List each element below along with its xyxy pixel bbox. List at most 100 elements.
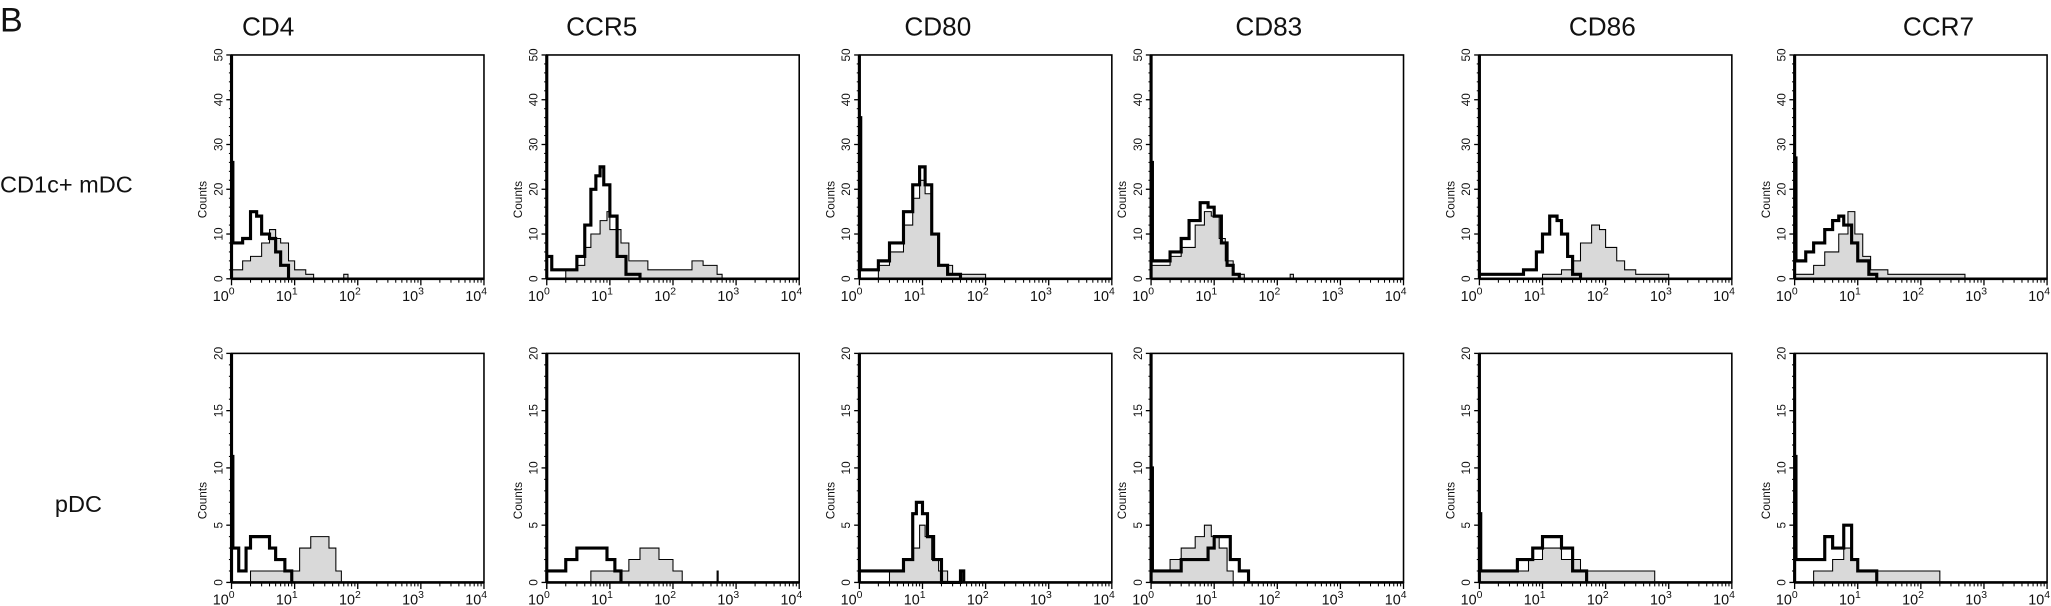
gray-filled-histogram	[546, 211, 723, 280]
x-tick-label: 100	[1132, 590, 1154, 606]
x-tick-label: 102	[654, 590, 676, 606]
x-tick-exponent: 2	[983, 590, 989, 601]
y-axis-label: Counts	[825, 482, 838, 519]
x-tick-base: 10	[654, 289, 670, 305]
x-tick-exponent: 1	[607, 590, 613, 601]
x-tick-base: 10	[465, 289, 481, 305]
x-tick-label: 104	[1713, 286, 1735, 305]
x-tick-label: 103	[1650, 590, 1672, 606]
x-tick-base: 10	[1322, 289, 1338, 305]
x-tick-base: 10	[841, 593, 857, 606]
y-tick-label: 30	[840, 137, 853, 151]
x-tick-base: 10	[1322, 593, 1338, 606]
x-tick-label: 104	[1093, 590, 1115, 606]
y-tick-label: 0	[528, 275, 541, 282]
x-tick-exponent: 2	[670, 590, 676, 601]
x-tick-label: 100	[1132, 286, 1154, 305]
x-tick-label: 104	[2028, 590, 2050, 606]
x-tick-base: 10	[1524, 289, 1540, 305]
x-tick-exponent: 0	[229, 590, 235, 601]
x-tick-base: 10	[1713, 593, 1729, 606]
x-tick-exponent: 4	[2044, 590, 2050, 601]
y-tick-label: 10	[1775, 461, 1788, 475]
y-axis-label: Counts	[1445, 181, 1458, 218]
x-tick-base: 10	[591, 289, 607, 305]
x-tick-label: 100	[1776, 286, 1798, 305]
gray-filled-histogram	[249, 536, 342, 583]
x-tick-exponent: 3	[1046, 286, 1052, 297]
x-tick-exponent: 0	[1477, 590, 1483, 601]
x-tick-exponent: 0	[1148, 590, 1154, 601]
bold-line-histogram	[1479, 214, 1583, 279]
x-tick-exponent: 3	[418, 286, 424, 297]
x-tick-exponent: 0	[857, 286, 863, 297]
x-tick-base: 10	[276, 289, 292, 305]
x-tick-label: 103	[717, 590, 739, 606]
plot-frame	[858, 54, 1113, 280]
y-tick-label: 20	[1775, 182, 1788, 196]
x-tick-base: 10	[465, 593, 481, 606]
x-tick-exponent: 3	[733, 590, 739, 601]
bold-line-histogram	[231, 454, 294, 583]
y-tick-label: 15	[1132, 404, 1145, 418]
x-tick-label: 102	[1902, 286, 1924, 305]
x-tick-base: 10	[1093, 593, 1109, 606]
y-tick-label: 0	[1132, 275, 1145, 282]
y-tick-label: 5	[1775, 521, 1788, 528]
x-tick-exponent: 1	[920, 286, 926, 297]
y-axis-label: Counts	[512, 181, 525, 218]
x-tick-label: 100	[528, 590, 550, 606]
x-tick-label: 101	[1839, 286, 1861, 305]
y-tick-label: 5	[1460, 521, 1473, 528]
y-tick-label: 20	[1460, 182, 1473, 196]
y-tick-label: 10	[1460, 227, 1473, 241]
y-tick-label: 5	[528, 521, 541, 528]
x-tick-exponent: 3	[1046, 590, 1052, 601]
x-tick-base: 10	[904, 289, 920, 305]
y-axis-label: Counts	[1445, 482, 1458, 519]
y-tick-label: 0	[212, 579, 225, 586]
y-tick-label: 0	[1775, 579, 1788, 586]
y-axis-label: Counts	[197, 482, 210, 519]
x-tick-exponent: 2	[355, 590, 361, 601]
y-tick-label: 20	[1775, 346, 1788, 360]
x-tick-label: 101	[276, 590, 298, 606]
x-tick-base: 10	[1713, 289, 1729, 305]
x-tick-exponent: 3	[1338, 590, 1344, 601]
y-tick-label: 40	[840, 93, 853, 107]
x-tick-base: 10	[1195, 593, 1211, 606]
x-tick-exponent: 2	[1603, 286, 1609, 297]
x-tick-base: 10	[1030, 593, 1046, 606]
x-tick-base: 10	[967, 289, 983, 305]
x-tick-label: 102	[1902, 590, 1924, 606]
x-tick-exponent: 1	[920, 590, 926, 601]
y-tick-label: 0	[840, 579, 853, 586]
x-tick-exponent: 4	[1109, 590, 1115, 601]
x-tick-base: 10	[654, 593, 670, 606]
x-tick-exponent: 1	[607, 286, 613, 297]
x-tick-base: 10	[1587, 289, 1603, 305]
y-tick-label: 50	[528, 48, 541, 62]
x-tick-label: 101	[1195, 286, 1217, 305]
x-tick-label: 100	[841, 590, 863, 606]
y-tick-label: 40	[1460, 93, 1473, 107]
x-tick-base: 10	[591, 593, 607, 606]
y-tick-label: 10	[840, 461, 853, 475]
y-tick-label: 40	[1775, 93, 1788, 107]
y-tick-label: 40	[212, 93, 225, 107]
y-axis-label: Counts	[1116, 181, 1129, 218]
bold-line-histogram	[1150, 160, 1241, 279]
x-tick-label: 104	[1093, 286, 1115, 305]
x-tick-label: 103	[1030, 590, 1052, 606]
x-tick-label: 102	[654, 286, 676, 305]
x-tick-label: 102	[967, 590, 989, 606]
row-label-pdc: pDC	[55, 491, 102, 517]
x-tick-exponent: 0	[1477, 286, 1483, 297]
x-tick-label: 102	[1259, 286, 1281, 305]
x-tick-base: 10	[402, 593, 418, 606]
x-tick-exponent: 0	[857, 590, 863, 601]
